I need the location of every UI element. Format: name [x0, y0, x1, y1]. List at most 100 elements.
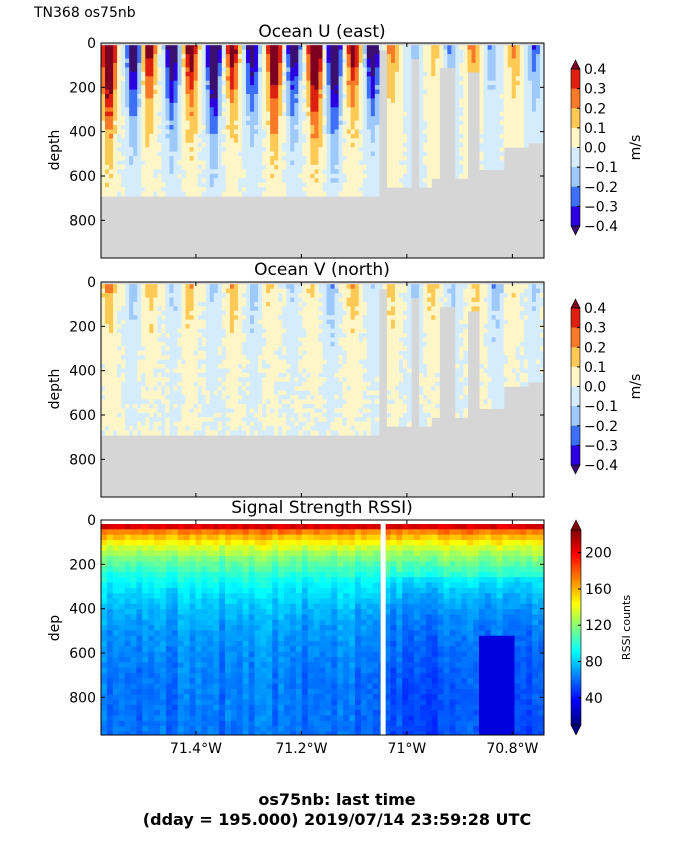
- heatmap-cell: [463, 156, 469, 162]
- heatmap-cell: [423, 76, 428, 82]
- heatmap-cell: [165, 89, 171, 95]
- heatmap-cell: [153, 355, 158, 361]
- heatmap-cell: [169, 120, 175, 126]
- heatmap-cell: [294, 45, 299, 51]
- heatmap-cell: [213, 125, 219, 131]
- heatmap-cell: [185, 138, 191, 144]
- heatmap-cell: [245, 67, 251, 73]
- heatmap-cell: [407, 160, 412, 166]
- heatmap-cell: [362, 89, 368, 95]
- heatmap-cell: [290, 164, 295, 170]
- heatmap-cell: [346, 49, 352, 55]
- heatmap-cell: [217, 120, 223, 126]
- heatmap-cell: [121, 412, 126, 418]
- heatmap-cell: [117, 85, 122, 91]
- heatmap-cell: [399, 164, 404, 170]
- heatmap-cell: [286, 160, 291, 166]
- heatmap-cell: [181, 89, 187, 95]
- heatmap-cell: [463, 160, 469, 166]
- heatmap-cell: [129, 147, 134, 153]
- heatmap-cell: [483, 76, 489, 82]
- heatmap-cell: [523, 71, 529, 77]
- heatmap-cell: [350, 178, 356, 184]
- heatmap-cell: [479, 71, 485, 77]
- heatmap-cell: [237, 120, 243, 126]
- heatmap-cell: [125, 142, 130, 148]
- heatmap-cell: [274, 98, 279, 104]
- heatmap-cell: [137, 80, 142, 86]
- heatmap-cell: [250, 355, 255, 361]
- heatmap-cell: [399, 138, 404, 144]
- heatmap-cell: [193, 62, 199, 68]
- heatmap-cell: [193, 306, 199, 312]
- heatmap-cell: [141, 337, 146, 343]
- heatmap-cell: [374, 85, 380, 91]
- heatmap-cell: [225, 417, 231, 423]
- heatmap-cell: [161, 426, 167, 432]
- heatmap-cell: [185, 62, 191, 68]
- heatmap-cell: [169, 62, 175, 68]
- heatmap-cell: [101, 381, 106, 387]
- heatmap-cell: [125, 45, 130, 51]
- heatmap-cell: [185, 319, 191, 325]
- heatmap-cell: [109, 293, 114, 299]
- heatmap-cell: [241, 426, 247, 432]
- heatmap-cell: [161, 315, 167, 321]
- heatmap-cell: [173, 377, 179, 383]
- heatmap-cell: [205, 426, 211, 432]
- heatmap-cell: [229, 182, 235, 188]
- heatmap-cell: [455, 120, 461, 126]
- heatmap-cell: [358, 67, 364, 73]
- heatmap-cell: [479, 160, 485, 166]
- heatmap-cell: [519, 102, 525, 108]
- heatmap-cell: [407, 58, 412, 64]
- heatmap-cell: [121, 301, 126, 307]
- heatmap-cell: [169, 430, 175, 436]
- heatmap-cell: [403, 71, 408, 77]
- heatmap-cell: [177, 293, 183, 299]
- heatmap-cell: [499, 93, 505, 100]
- heatmap-cell: [419, 173, 424, 179]
- heatmap-cell: [153, 421, 158, 427]
- heatmap-cell: [201, 93, 207, 100]
- heatmap-cell: [233, 408, 239, 414]
- heatmap-cell: [193, 412, 199, 418]
- heatmap-cell: [334, 187, 340, 193]
- heatmap-cell: [302, 293, 307, 299]
- heatmap-cell: [310, 164, 316, 170]
- heatmap-cell: [205, 156, 211, 162]
- heatmap-cell: [165, 381, 171, 387]
- heatmap-cell: [209, 306, 215, 312]
- heatmap-cell: [161, 421, 167, 427]
- heatmap-cell: [213, 355, 219, 361]
- heatmap-cell: [225, 67, 231, 73]
- heatmap-cell: [511, 54, 517, 60]
- heatmap-cell: [495, 151, 501, 157]
- heatmap-cell: [217, 301, 223, 307]
- heatmap-cell: [109, 133, 114, 139]
- heatmap-cell: [258, 182, 263, 188]
- heatmap-cell: [201, 169, 207, 175]
- heatmap-cell: [479, 54, 485, 60]
- heatmap-cell: [121, 187, 126, 193]
- heatmap-cell: [419, 45, 424, 51]
- heatmap-cell: [535, 133, 541, 139]
- heatmap-cell: [209, 399, 215, 405]
- heatmap-cell: [117, 169, 122, 175]
- heatmap-cell: [217, 408, 223, 414]
- heatmap-cell: [117, 89, 122, 95]
- heatmap-cell: [278, 54, 283, 60]
- heatmap-cell: [169, 85, 175, 91]
- heatmap-cell: [225, 426, 231, 432]
- heatmap-cell: [431, 151, 436, 157]
- heatmap-cell: [326, 138, 332, 144]
- heatmap-cell: [201, 129, 207, 135]
- heatmap-cell: [117, 71, 122, 77]
- heatmap-cell: [415, 54, 420, 60]
- heatmap-cell: [515, 58, 521, 64]
- heatmap-cell: [310, 98, 316, 104]
- heatmap-cell: [221, 359, 227, 365]
- heatmap-cell: [423, 45, 428, 51]
- heatmap-cell: [354, 98, 360, 104]
- heatmap-cell: [233, 133, 239, 139]
